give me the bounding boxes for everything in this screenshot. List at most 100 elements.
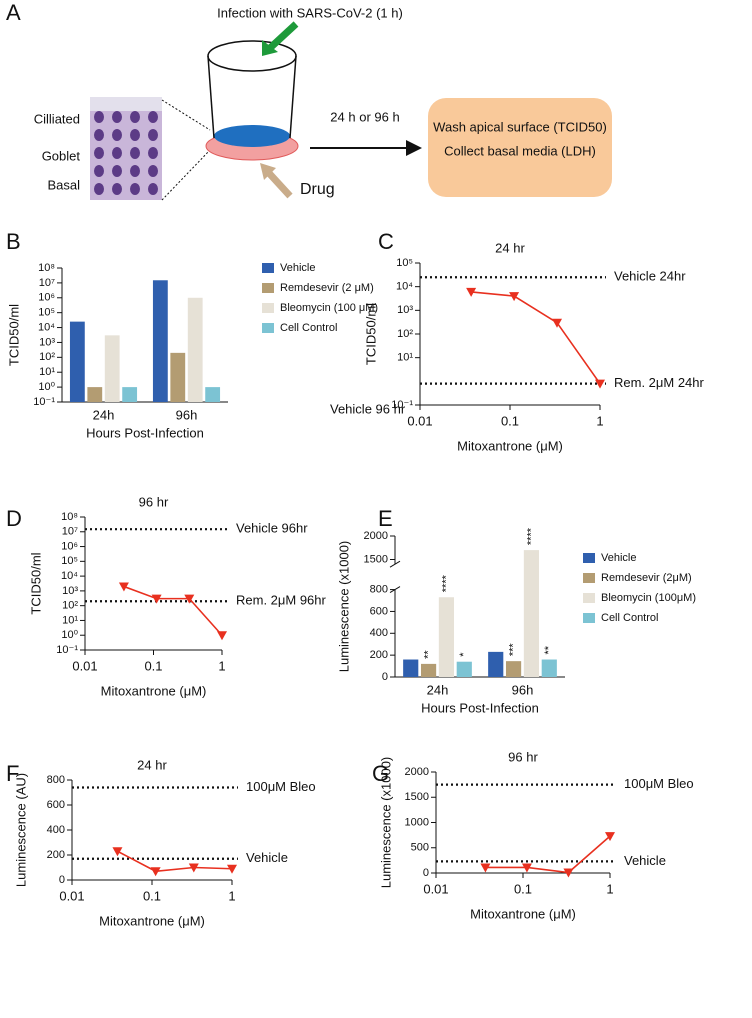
readout-label: Collect basal media (LDH) xyxy=(444,143,596,158)
y-tick-label: 10⁶ xyxy=(61,540,78,552)
infection-arrow xyxy=(267,21,299,51)
legend-swatch xyxy=(262,283,274,293)
x-axis-label: Hours Post-Infection xyxy=(421,700,539,715)
y-tick-label: 1000 xyxy=(405,816,429,828)
axis-break xyxy=(389,560,401,568)
marker xyxy=(217,631,227,641)
y-tick-label: 10⁸ xyxy=(38,262,55,274)
chart-title: 24 hr xyxy=(495,240,525,255)
x-axis-label: Mitoxantrone (μM) xyxy=(470,906,576,921)
y-tick-label: 0 xyxy=(59,874,65,886)
legend-swatch xyxy=(262,263,274,273)
insert-rim xyxy=(207,40,297,72)
x-tick-label: 0.01 xyxy=(407,413,432,428)
y-tick-label: 10³ xyxy=(39,336,55,348)
cell-type-label: Cilliated xyxy=(34,111,80,126)
y-tick-label: 500 xyxy=(411,842,429,854)
y-tick-label: 10⁷ xyxy=(62,526,78,538)
panel-letter: G xyxy=(372,761,389,786)
significance-label: **** xyxy=(525,527,537,545)
x-tick-label: 1 xyxy=(218,658,225,673)
histology-top xyxy=(90,97,162,111)
legend-label: Cell Control xyxy=(601,612,658,624)
series-line xyxy=(485,835,611,874)
chart-title: 96 hr xyxy=(139,494,169,509)
y-tick-label: 10² xyxy=(397,328,413,340)
y-tick-label: 2000 xyxy=(405,766,429,778)
x-tick-label: 1 xyxy=(606,881,613,896)
y-tick-label: 10⁰ xyxy=(61,629,78,641)
y-tick-label: 1500 xyxy=(364,553,388,565)
x-tick-label: 0.1 xyxy=(144,658,162,673)
legend-label: Cell Control xyxy=(280,322,337,334)
reference-label: Vehicle 96hr xyxy=(236,521,308,536)
bar xyxy=(505,661,522,677)
y-axis-label: TCID50/ml xyxy=(6,304,21,366)
x-axis-label: Hours Post-Infection xyxy=(86,425,204,440)
panel-a: A Infection with SARS-CoV-2 (1 h) Cillia… xyxy=(6,0,612,201)
y-tick-label: 10⁰ xyxy=(38,381,55,393)
bar xyxy=(456,661,472,677)
bar xyxy=(69,321,85,402)
y-tick-label: 10⁴ xyxy=(396,281,413,293)
readout-label: Wash apical surface (TCID50) xyxy=(433,119,607,134)
legend-label: Remdesevir (2μM) xyxy=(601,572,692,584)
reference-label: 100μM Bleo xyxy=(246,779,316,794)
y-tick-label: 600 xyxy=(47,799,65,811)
marker xyxy=(227,864,237,874)
y-tick-label: 0 xyxy=(382,671,388,683)
y-axis-label: Luminescence (x1000) xyxy=(378,757,393,889)
x-tick-label: 0.1 xyxy=(143,888,161,903)
y-tick-label: 10² xyxy=(62,600,78,612)
y-axis-label: TCID50/ml xyxy=(363,303,378,365)
zoom-line xyxy=(161,99,211,131)
reference-label: 100μM Bleo xyxy=(624,776,694,791)
bar xyxy=(488,651,504,677)
panel-letter: B xyxy=(6,229,21,254)
y-tick-label: 600 xyxy=(370,605,388,617)
annotation: Vehicle 96 hr xyxy=(330,401,406,416)
bar xyxy=(205,387,221,402)
series-line xyxy=(471,291,601,385)
x-axis-label: Mitoxantrone (μM) xyxy=(457,438,563,453)
panel-letter: E xyxy=(378,506,393,531)
marker xyxy=(118,582,129,592)
y-tick-label: 10¹ xyxy=(39,366,55,378)
marker xyxy=(521,863,532,873)
y-axis-label: Luminescence (AU) xyxy=(13,773,28,887)
bar xyxy=(122,387,138,402)
y-tick-label: 2000 xyxy=(364,530,388,542)
significance-label: * xyxy=(458,652,470,657)
y-tick-label: 10⁶ xyxy=(38,292,55,304)
marker xyxy=(188,863,199,873)
significance-label: *** xyxy=(507,643,519,657)
x-tick-label: 0.01 xyxy=(423,881,448,896)
panel-letter: C xyxy=(378,229,394,254)
infection-arrow-head xyxy=(262,40,278,56)
y-tick-label: 10⁻¹ xyxy=(56,644,78,656)
marker xyxy=(563,868,574,878)
drug-arrow-head xyxy=(260,163,276,180)
significance-label: **** xyxy=(440,574,452,592)
y-tick-label: 800 xyxy=(47,774,65,786)
insert-wall xyxy=(289,55,297,139)
panel-letter: D xyxy=(6,506,22,531)
y-axis-label: Luminescence (x1000) xyxy=(336,541,351,673)
legend-label: Bleomycin (100μM) xyxy=(601,592,696,604)
x-tick-label: 1 xyxy=(228,888,235,903)
x-tick-label: 0.01 xyxy=(72,658,97,673)
bar xyxy=(403,659,419,677)
legend-swatch xyxy=(583,553,595,563)
series-line xyxy=(117,850,233,873)
x-tick-label: 0.1 xyxy=(501,413,519,428)
y-tick-label: 800 xyxy=(370,583,388,595)
y-tick-label: 10⁵ xyxy=(396,257,413,269)
drug-arrow xyxy=(265,169,293,199)
cell-type-label: Basal xyxy=(47,177,80,192)
panel-letter: F xyxy=(6,761,19,786)
drug-label: Drug xyxy=(300,181,335,198)
significance-label: ** xyxy=(543,645,555,654)
legend-label: Bleomycin (100 μM) xyxy=(280,302,378,314)
bar xyxy=(170,352,186,402)
x-tick-label: 96h xyxy=(512,682,534,697)
